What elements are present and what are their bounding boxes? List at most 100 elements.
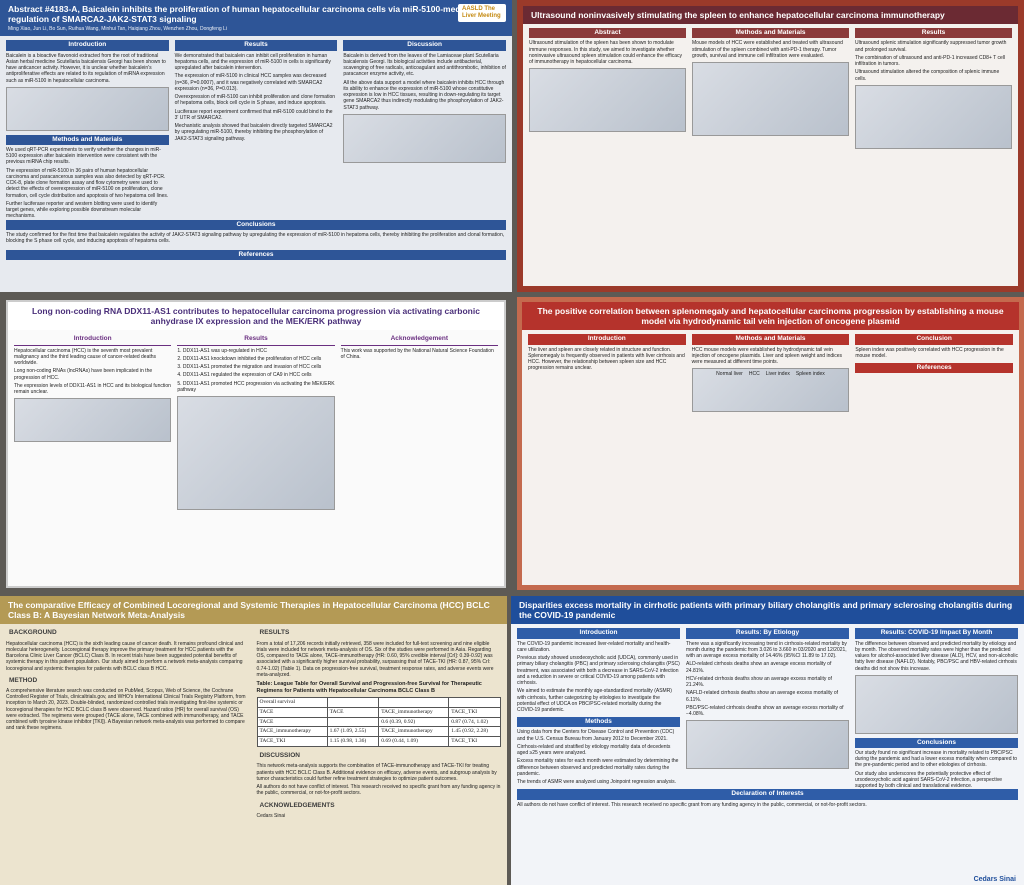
section-text: Our study found no significant increase … [855,749,1018,769]
section-text: This work was supported by the National … [340,347,494,360]
section-heading: Introduction [6,40,169,51]
figure [343,113,506,163]
section: Conclusions The study confirmed for the f… [6,219,506,247]
section-text: We demonstrated that baicalein can inhib… [174,52,331,72]
poster-header: Long non-coding RNA DDX11-AS1 contribute… [8,302,504,331]
table-cell [378,696,450,708]
table-cell: TACE [326,706,380,718]
poster-authors: Ming Xiao, Jun Li, Bo Sun, Ruihua Wang, … [8,26,227,33]
section-text: From a total of 17,206 records initially… [256,640,494,678]
poster-title: Disparities excess mortality in cirrhoti… [519,600,1013,621]
section-text: The liver and spleen are closely related… [528,346,685,372]
section-text: Spleen index was positively correlated w… [855,346,1004,359]
section: Introduction Baicalein is a bioactive fla… [6,40,169,131]
section-text: All authors do not have conflict of inte… [256,784,501,797]
section-text: Baicalein is derived from the leaves of … [343,52,506,78]
section: Results: By Etiology There was a signific… [686,628,849,770]
section-text: ALD-related cirrhosis deaths show an ave… [686,661,832,674]
section-text: The trends of ASMR were analyzed using J… [517,779,676,786]
section-text: Overexpression of miR-5100 can inhibit p… [174,94,336,107]
section: Methods and Materials We used qRT-PCR exp… [6,134,169,220]
section-heading: Methods and Materials [6,134,169,145]
section-text: A comprehensive literature search was co… [6,687,246,732]
table-cell: Overall survival [256,696,328,708]
section: Results Ultrasound splenic stimulation si… [855,28,1012,149]
section-text: Luciferase report experiment confirmed t… [174,108,333,121]
section-heading: References [6,250,506,261]
poster-body: BACKGROUND Hepatocellular carcinoma (HCC)… [0,624,507,885]
figure-label: Liver index [765,371,790,378]
section: Acknowledgement This work was supported b… [340,334,498,360]
poster-header: The comparative Efficacy of Combined Loc… [0,596,507,625]
section-heading: Results [855,28,1012,39]
table-cell: 0.69 (0.44, 1.09) [378,736,450,748]
figure [855,84,1012,149]
table-cell [326,696,380,708]
table-row: TACE_immunotherapy 1.67 (1.09, 2.55) TACE_… [256,726,501,738]
section-text: PBC/PSC-related cirrhosis deaths show an… [686,704,844,717]
table-cell: TACE_immunotherapy [256,726,328,738]
section-text: The study confirmed for the first time t… [6,231,505,244]
section: METHOD A comprehensive literature search … [6,676,251,732]
section-text: NAFLD-related cirrhosis deaths show an a… [686,690,839,703]
poster-title: Ultrasound noninvasively stimulating the… [531,10,945,20]
poster-body: Introduction The liver and spleen are clo… [522,330,1019,585]
section-text: 2. DDX11-AS1 knockdown inhibited the pro… [177,355,322,362]
section-text: Using data from the Centers for Disease … [517,729,675,742]
section-text: 1. DDX11-AS1 was up-regulated in HCC [177,347,267,354]
section: Introduction The COVID-19 pandemic increa… [517,628,680,713]
figure-label: Normal liver [716,371,743,378]
poster-header: The positive correlation between splenom… [522,302,1019,331]
section-text: The expression of miR-5100 in clinical H… [174,73,327,92]
table-cell: TACE_immunotherapy [378,706,450,718]
section: References [855,363,1013,374]
section-heading: DISCUSSION [259,752,300,760]
poster-header: Abstract #4183-A, Baicalein inhibits the… [0,0,512,37]
poster-title: Long non-coding RNA DDX11-AS1 contribute… [32,306,480,327]
section: Introduction The liver and spleen are clo… [528,334,686,371]
section-text: We used qRT-PCR experiments to verify wh… [6,146,161,166]
section: Conclusions Our study found no significan… [855,737,1018,790]
table-cell: 1.67 (1.09, 2.55) [326,726,380,738]
section-text: The COVID-19 pandemic increased liver-re… [517,640,671,653]
table-cell: TACE_TKI [448,736,501,748]
section-heading: Introduction [14,334,172,346]
figure-label: HCC [748,371,760,378]
section-heading: RESULTS [259,629,290,637]
section-text: Further luciferase reporter and western … [6,200,158,220]
section: BACKGROUND Hepatocellular carcinoma (HCC)… [6,628,251,671]
section-heading: Declaration of Interests [517,789,1018,800]
table-cell [326,716,380,728]
section-text: The expression of miR-5100 in 36 pairs o… [6,167,169,199]
section-text: 5. DDX11-AS1 promoted HCC progression vi… [177,380,335,393]
poster-body: Abstract Ultrasound stimulation of the sp… [523,24,1018,286]
section-heading: Conclusions [6,219,506,230]
table-cell: TACE_TKI [256,736,328,748]
table-cell: TACE_immunotherapy [378,726,450,738]
section-heading: METHOD [9,676,38,684]
section-text: Ultrasound splenic stimulation significa… [855,40,1007,53]
poster-footer: Cedars Sinai [973,876,1016,883]
section-heading: Conclusion [855,334,1013,345]
poster-body: Introduction The COVID-19 pandemic increa… [511,624,1024,874]
meeting-badge: AASLD The Liver Meeting [458,4,506,23]
poster: The positive correlation between splenom… [517,297,1024,590]
figure [855,674,1018,734]
figure-label: Spleen index [795,371,825,378]
figure: Normal liver HCC Liver index Spleen index [691,368,850,413]
section: ACKNOWLEDGEMENTS Cedars Sinai [257,801,502,819]
section-text: HCC mouse models were established by hyd… [691,346,843,366]
figure [686,720,849,770]
section: DISCUSSION This network meta-analysis sup… [257,751,502,796]
table-row: TACE_TKI 1.15 (0.98, 1.36) 0.69 (0.44, 1.0… [256,736,501,748]
section-text: The expression levels of DDX11-AS1 in HC… [14,382,171,395]
section-text: HCV-related cirrhosis deaths show an ave… [686,675,832,688]
figure [6,86,169,131]
section-text: Baicalein is a bioactive flavonoid extra… [6,52,166,84]
section-heading: Methods and Materials [691,334,850,345]
section-text: The combination of ultrasound and anti-P… [855,54,1006,68]
table-cell: TACE [256,706,328,718]
table-row: Overall survival [256,696,501,708]
section-heading: Results [174,40,338,51]
